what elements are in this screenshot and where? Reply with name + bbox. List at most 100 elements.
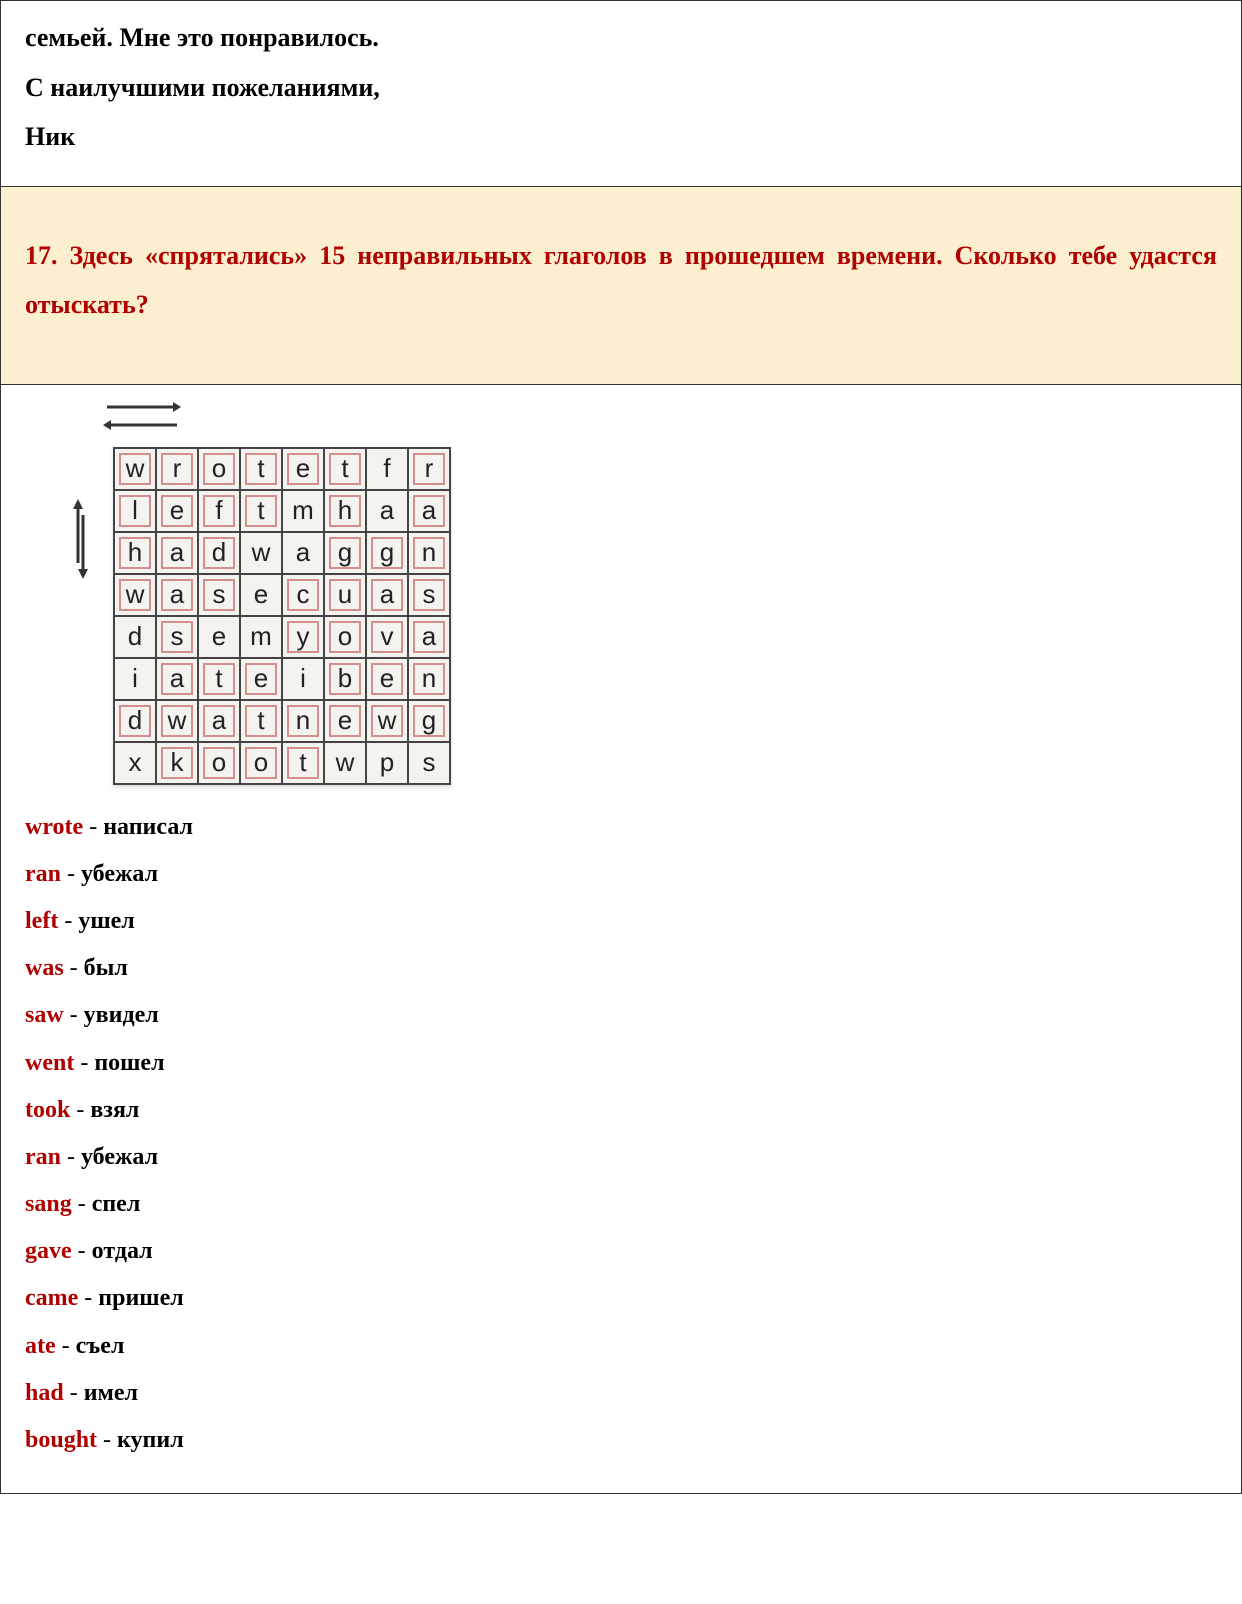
grid-cell: f	[198, 490, 240, 532]
grid-cell: o	[240, 742, 282, 784]
answer-line: had - имел	[25, 1375, 1217, 1412]
grid-cell: t	[240, 448, 282, 490]
answer-ru: увидел	[84, 1002, 159, 1028]
grid-cell: e	[240, 658, 282, 700]
grid-cell: m	[282, 490, 324, 532]
grid-cell: t	[282, 742, 324, 784]
answer-line: ran - убежал	[25, 856, 1217, 893]
answer-line: saw - увидел	[25, 997, 1217, 1034]
grid-cell: x	[114, 742, 156, 784]
answer-ru: ушел	[78, 908, 134, 934]
answer-en: saw	[25, 1002, 64, 1028]
grid-cell: c	[282, 574, 324, 616]
answer-en: wrote	[25, 814, 83, 840]
answer-ru: съел	[76, 1333, 125, 1359]
answer-en: ate	[25, 1333, 56, 1359]
arrows-horizontal	[103, 401, 1217, 437]
grid-cell: k	[156, 742, 198, 784]
answer-line: came - пришел	[25, 1280, 1217, 1317]
answer-ru: пришел	[98, 1285, 183, 1311]
answer-ru: взял	[90, 1097, 139, 1123]
grid-row: dsemyova	[114, 616, 450, 658]
answer-list: wrote - написалran - убежалleft - ушелwa…	[25, 809, 1217, 1460]
grid-cell: y	[282, 616, 324, 658]
grid-cell: n	[408, 658, 450, 700]
answer-line: went - пошел	[25, 1045, 1217, 1082]
answer-ru: спел	[92, 1191, 141, 1217]
answer-en: bought	[25, 1427, 97, 1453]
grid-cell: w	[366, 700, 408, 742]
grid-row: hadwaggn	[114, 532, 450, 574]
grid-cell: v	[366, 616, 408, 658]
answer-line: was - был	[25, 950, 1217, 987]
answer-line: bought - купил	[25, 1422, 1217, 1459]
arrows-vertical	[65, 499, 101, 579]
grid-cell: d	[198, 532, 240, 574]
grid-cell: a	[156, 574, 198, 616]
grid-cell: g	[366, 532, 408, 574]
grid-cell: h	[114, 532, 156, 574]
arrow-right-icon	[103, 401, 181, 419]
grid-cell: n	[282, 700, 324, 742]
answer-en: ran	[25, 1144, 61, 1170]
letter-line-3: Ник	[25, 116, 1217, 158]
grid-cell: o	[198, 742, 240, 784]
grid-cell: d	[114, 700, 156, 742]
grid-cell: s	[156, 616, 198, 658]
q17-number: 17.	[25, 241, 58, 270]
answer-line: ate - съел	[25, 1328, 1217, 1365]
answers-box: wrotetfrleftmhaahadwaggnwasecuasdsemyova…	[0, 385, 1242, 1495]
question-17-box: 17. Здесь «спрятались» 15 неправильных г…	[0, 186, 1242, 385]
grid-row: wasecuas	[114, 574, 450, 616]
grid-cell: i	[282, 658, 324, 700]
grid-cell: t	[324, 448, 366, 490]
grid-cell: p	[366, 742, 408, 784]
grid-cell: a	[366, 490, 408, 532]
grid-cell: e	[240, 574, 282, 616]
question-17-text: 17. Здесь «спрятались» 15 неправильных г…	[25, 231, 1217, 330]
wordsearch-grid: wrotetfrleftmhaahadwaggnwasecuasdsemyova…	[113, 447, 451, 785]
grid-cell: g	[324, 532, 366, 574]
letter-box: семьей. Мне это понравилось. С наилучшим…	[0, 0, 1242, 186]
answer-ru: написал	[103, 814, 193, 840]
grid-cell: m	[240, 616, 282, 658]
grid-cell: t	[198, 658, 240, 700]
grid-cell: a	[282, 532, 324, 574]
letter-line-2: С наилучшими пожеланиями,	[25, 67, 1217, 109]
arrow-left-icon	[103, 419, 181, 437]
answer-line: left - ушел	[25, 903, 1217, 940]
grid-cell: e	[366, 658, 408, 700]
grid-cell: w	[324, 742, 366, 784]
answer-ru: купил	[117, 1427, 184, 1453]
answer-ru: отдал	[92, 1238, 153, 1264]
answer-en: ran	[25, 861, 61, 887]
answer-en: sang	[25, 1191, 72, 1217]
grid-cell: g	[408, 700, 450, 742]
grid-cell: a	[156, 658, 198, 700]
grid-row: leftmhaa	[114, 490, 450, 532]
grid-cell: n	[408, 532, 450, 574]
answer-ru: имел	[84, 1380, 138, 1406]
answer-ru: пошел	[94, 1050, 164, 1076]
wordsearch-wrap: wrotetfrleftmhaahadwaggnwasecuasdsemyova…	[65, 447, 1217, 785]
answer-en: left	[25, 908, 58, 934]
grid-cell: t	[240, 700, 282, 742]
grid-cell: u	[324, 574, 366, 616]
grid-cell: e	[156, 490, 198, 532]
grid-cell: r	[156, 448, 198, 490]
answer-en: took	[25, 1097, 70, 1123]
grid-cell: l	[114, 490, 156, 532]
answer-ru: убежал	[81, 1144, 158, 1170]
answer-line: sang - спел	[25, 1186, 1217, 1223]
grid-row: wrotetfr	[114, 448, 450, 490]
grid-cell: w	[114, 574, 156, 616]
grid-cell: b	[324, 658, 366, 700]
grid-cell: t	[240, 490, 282, 532]
grid-cell: w	[156, 700, 198, 742]
grid-cell: d	[114, 616, 156, 658]
q17-body: Здесь «спрятались» 15 неправильных глаго…	[25, 241, 1217, 319]
answer-ru: убежал	[81, 861, 158, 887]
arrow-down-icon	[75, 511, 101, 579]
answer-en: gave	[25, 1238, 72, 1264]
answer-en: came	[25, 1285, 78, 1311]
